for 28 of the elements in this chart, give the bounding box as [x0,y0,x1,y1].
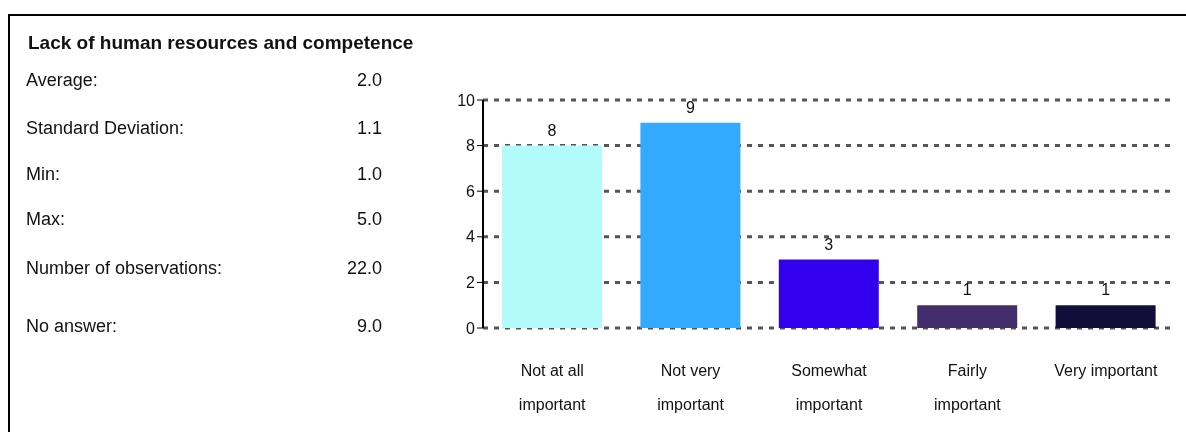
text: Lack of human resources and competence [28,32,414,54]
bar [917,305,1018,328]
data-label: 1 [1101,281,1111,299]
x-tick-label: Fairly important [934,362,1002,413]
bar [502,145,602,328]
x-tick-label: Not very important [657,362,725,413]
text: Max: 5.0 [26,209,382,229]
y-tick-label: 4 [466,228,476,246]
y-tick-label: 6 [466,182,476,200]
data-label: 1 [962,281,972,299]
x-tick-label: Not at all important [518,362,587,413]
y-tick-label: 2 [466,274,476,292]
y-tick-label: 0 [466,319,476,337]
bar [1055,305,1156,328]
data-label: 3 [824,235,834,253]
y-tick-label: 8 [466,137,476,155]
x-tick-label: Very important [1054,362,1158,379]
text: Number of observations: 22.0 [26,258,382,278]
data-label: 8 [547,121,557,139]
x-tick-label: Somewhat important [791,362,868,413]
y-tick-label: 10 [457,91,476,109]
bar [640,122,741,328]
text: No answer: 9.0 [26,316,382,336]
data-label: 9 [685,98,695,116]
text: Min: 1.0 [26,164,382,184]
text: Average: 2.0 [26,70,382,90]
text: Standard Deviation: 1.1 [26,118,382,138]
bar [778,259,879,328]
